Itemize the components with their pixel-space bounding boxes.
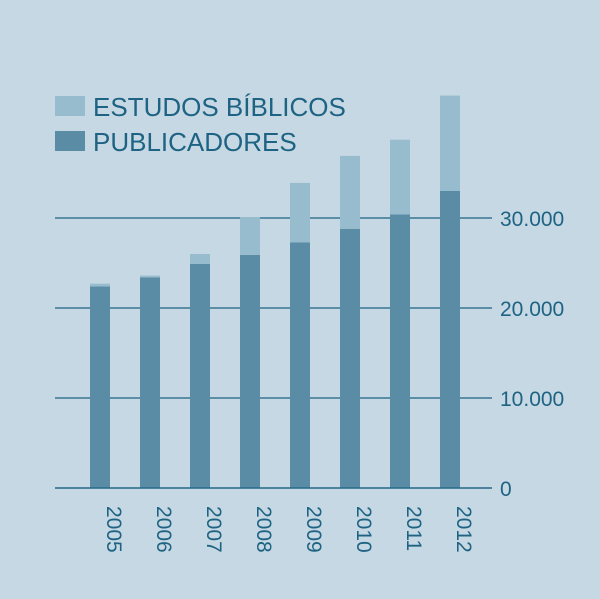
legend-swatch [55, 131, 85, 151]
y-tick-label: 10.000 [500, 388, 564, 411]
bar-estudos-biblicos-2008 [240, 217, 260, 255]
x-tick-label: 2006 [152, 506, 175, 553]
bar-publicadores-2009 [290, 242, 310, 488]
y-tick-label: 0 [500, 478, 512, 501]
bar-estudos-biblicos-2011 [390, 139, 410, 215]
bar-publicadores-2006 [140, 277, 160, 488]
bar-estudos-biblicos-2012 [440, 95, 460, 191]
x-tick-label: 2009 [302, 506, 325, 553]
bar-publicadores-2007 [190, 263, 210, 488]
x-tick-label: 2012 [452, 506, 475, 553]
bar-estudos-biblicos-2005 [90, 283, 110, 287]
bar-estudos-biblicos-2009 [290, 182, 310, 243]
y-tick-label: 30.000 [500, 208, 564, 231]
x-tick-label: 2008 [252, 506, 275, 553]
legend-label: PUBLICADORES [93, 127, 297, 157]
bar-estudos-biblicos-2010 [340, 155, 360, 229]
bar-publicadores-2011 [390, 214, 410, 488]
legend-swatch [55, 96, 85, 116]
bar-publicadores-2008 [240, 254, 260, 488]
legend-label: ESTUDOS BÍBLICOS [93, 92, 346, 122]
x-tick-label: 2007 [202, 506, 225, 553]
x-tick-label: 2011 [402, 506, 425, 551]
bar-estudos-biblicos-2006 [140, 275, 160, 278]
bar-estudos-biblicos-2007 [190, 254, 210, 264]
x-tick-label: 2005 [102, 506, 125, 553]
x-tick-label: 2010 [352, 506, 375, 553]
bar-publicadores-2005 [90, 286, 110, 488]
y-tick-label: 20.000 [500, 298, 564, 321]
bar-publicadores-2012 [440, 191, 460, 488]
legend: ESTUDOS BÍBLICOS PUBLICADORES [55, 92, 346, 157]
bar-publicadores-2010 [340, 228, 360, 489]
